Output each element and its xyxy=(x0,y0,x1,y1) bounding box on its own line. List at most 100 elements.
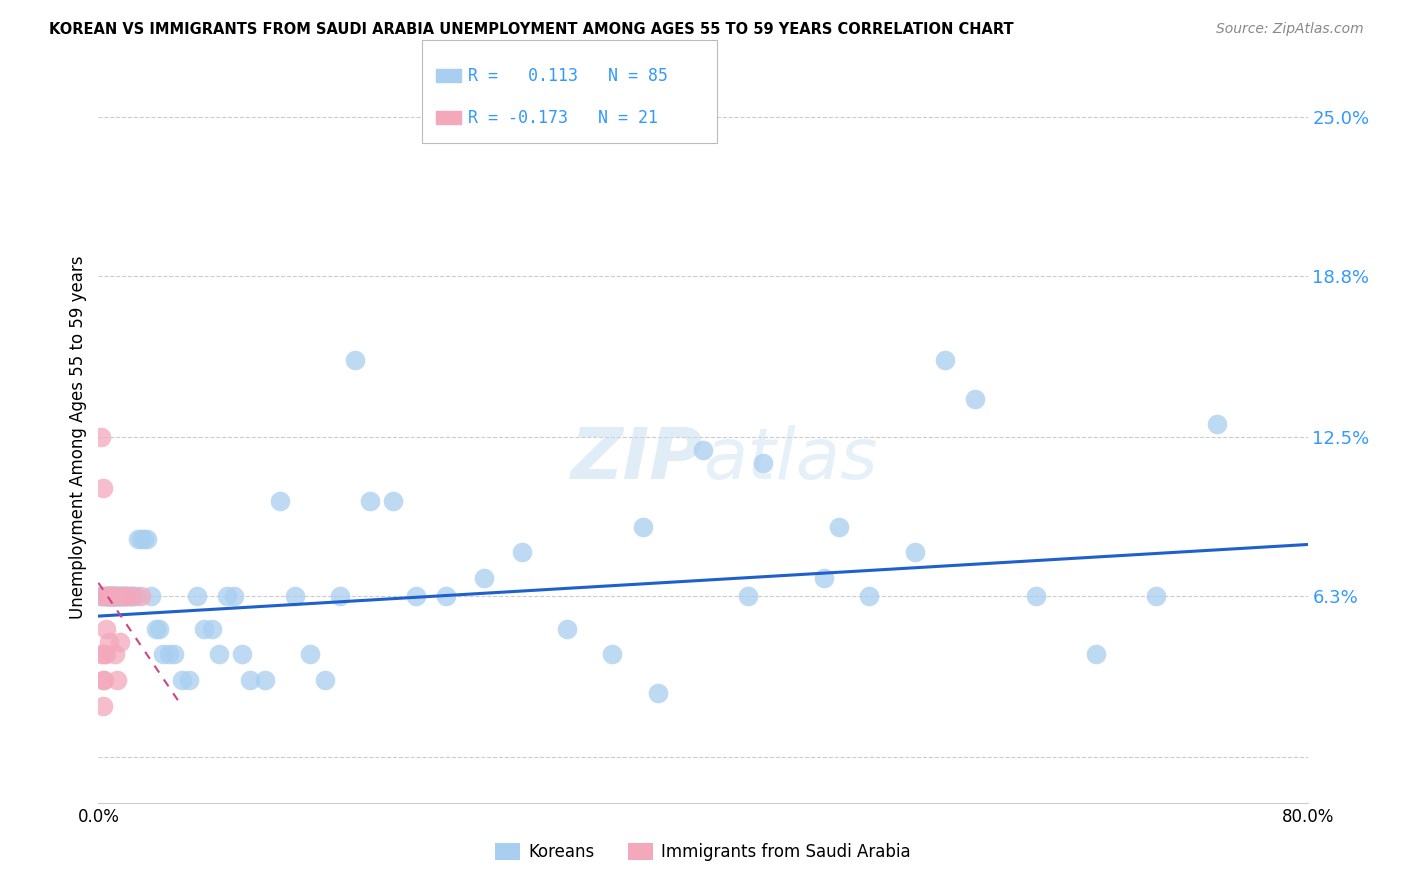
Point xyxy=(231,648,253,662)
Point xyxy=(904,545,927,559)
Point xyxy=(129,589,152,603)
Point xyxy=(1024,589,1046,603)
Point xyxy=(110,589,132,603)
Point xyxy=(186,589,208,603)
Point xyxy=(103,589,125,603)
Point xyxy=(105,589,128,603)
Point xyxy=(135,533,157,547)
Y-axis label: Unemployment Among Ages 55 to 59 years: Unemployment Among Ages 55 to 59 years xyxy=(69,255,87,619)
Point xyxy=(828,519,851,533)
Point xyxy=(208,648,231,662)
Point xyxy=(1085,648,1108,662)
Point xyxy=(98,589,121,603)
Point xyxy=(647,686,669,700)
Point xyxy=(104,589,127,603)
Point xyxy=(299,648,322,662)
Point xyxy=(159,648,181,662)
Point xyxy=(752,456,775,470)
Point xyxy=(145,622,167,636)
Point xyxy=(98,634,121,648)
Point xyxy=(90,589,112,603)
Point xyxy=(737,589,759,603)
Point xyxy=(215,589,238,603)
Point xyxy=(103,589,125,603)
Text: R = -0.173   N = 21: R = -0.173 N = 21 xyxy=(468,109,658,127)
Point xyxy=(104,589,127,603)
Text: atlas: atlas xyxy=(703,425,877,493)
Point xyxy=(269,494,291,508)
Point xyxy=(98,589,121,603)
Point xyxy=(110,589,132,603)
Point xyxy=(239,673,262,687)
Point xyxy=(132,533,155,547)
Point xyxy=(111,589,134,603)
Point xyxy=(602,648,624,662)
Point xyxy=(91,698,114,713)
Point xyxy=(114,589,136,603)
Point xyxy=(179,673,201,687)
Point xyxy=(193,622,215,636)
Point xyxy=(224,589,246,603)
Point xyxy=(121,589,143,603)
Point xyxy=(111,589,134,603)
Point xyxy=(98,589,121,603)
Point xyxy=(101,589,124,603)
Point xyxy=(329,589,352,603)
Text: ZIP: ZIP xyxy=(571,425,703,493)
Point xyxy=(108,589,131,603)
Point xyxy=(344,353,367,368)
Point xyxy=(101,589,124,603)
Point xyxy=(90,589,112,603)
Point xyxy=(93,589,115,603)
Point xyxy=(129,533,152,547)
Point xyxy=(94,648,117,662)
Point xyxy=(94,622,117,636)
Text: Source: ZipAtlas.com: Source: ZipAtlas.com xyxy=(1216,22,1364,37)
Point xyxy=(934,353,956,368)
Point xyxy=(112,589,135,603)
Point xyxy=(152,648,174,662)
Point xyxy=(96,589,118,603)
Point xyxy=(91,589,114,603)
Point xyxy=(472,571,495,585)
Point xyxy=(105,673,128,687)
Point xyxy=(100,589,122,603)
Point xyxy=(692,442,714,457)
Point xyxy=(141,589,163,603)
Point xyxy=(101,589,124,603)
Point xyxy=(555,622,578,636)
Point xyxy=(111,589,134,603)
Point xyxy=(107,589,129,603)
Point xyxy=(965,392,987,406)
Point xyxy=(105,589,128,603)
Point xyxy=(434,589,457,603)
Point xyxy=(91,481,114,495)
Point xyxy=(253,673,276,687)
Point xyxy=(100,589,122,603)
Point xyxy=(121,589,143,603)
Point xyxy=(120,589,142,603)
Point xyxy=(201,622,224,636)
Point xyxy=(96,589,118,603)
Point xyxy=(1144,589,1167,603)
Point xyxy=(510,545,533,559)
Point xyxy=(631,519,654,533)
Point xyxy=(360,494,382,508)
Point xyxy=(90,648,112,662)
Point xyxy=(1206,417,1229,432)
Point xyxy=(382,494,405,508)
Point xyxy=(96,589,118,603)
Text: KOREAN VS IMMIGRANTS FROM SAUDI ARABIA UNEMPLOYMENT AMONG AGES 55 TO 59 YEARS CO: KOREAN VS IMMIGRANTS FROM SAUDI ARABIA U… xyxy=(49,22,1014,37)
Point xyxy=(100,589,122,603)
Point xyxy=(314,673,336,687)
Point xyxy=(103,589,125,603)
Point xyxy=(118,589,141,603)
Point xyxy=(91,673,114,687)
Point xyxy=(107,589,129,603)
Point xyxy=(163,648,186,662)
Point xyxy=(405,589,427,603)
Legend: Koreans, Immigrants from Saudi Arabia: Koreans, Immigrants from Saudi Arabia xyxy=(488,836,918,868)
Point xyxy=(103,589,125,603)
Point xyxy=(125,589,148,603)
Point xyxy=(104,648,127,662)
